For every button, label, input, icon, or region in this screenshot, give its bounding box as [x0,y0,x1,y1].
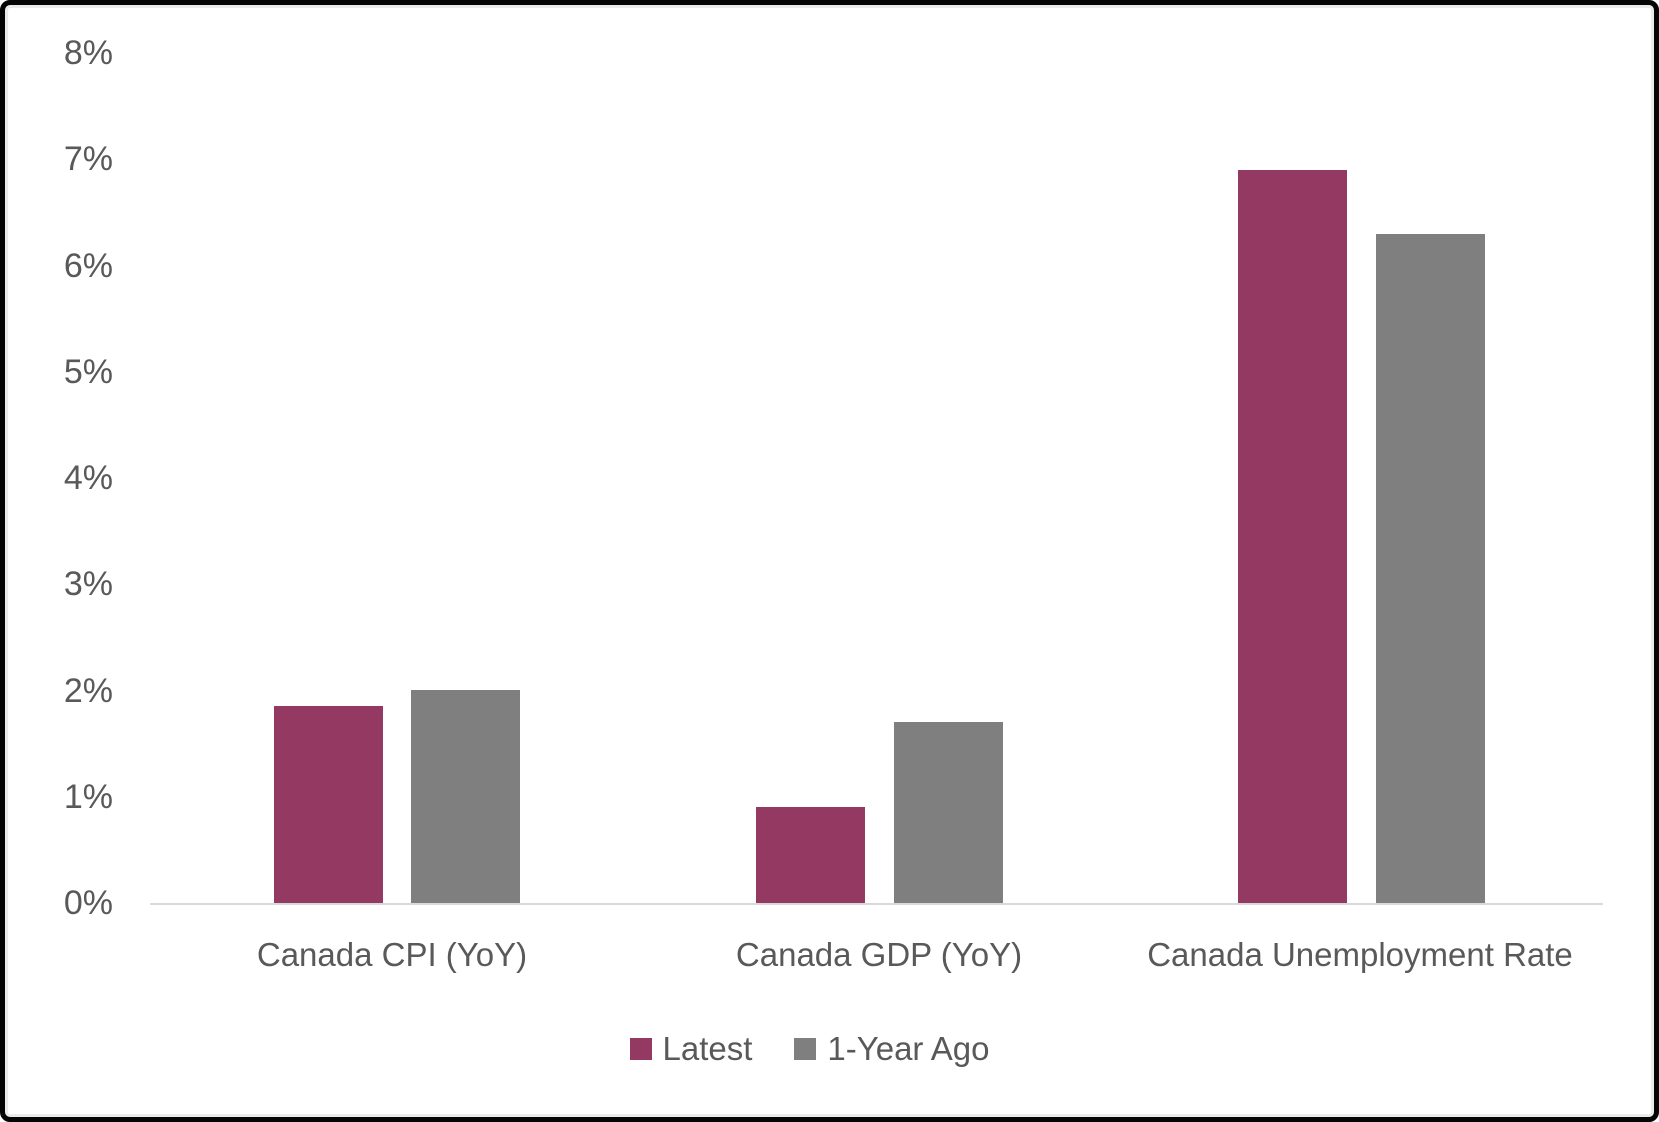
legend: Latest 1-Year Ago [5,1029,1614,1069]
bar-latest-unemployment [1238,170,1347,903]
legend-item-latest: Latest [629,1029,753,1069]
category-label-cpi: Canada CPI (YoY) [256,936,528,973]
bar-latest-gdp [756,807,865,903]
y-tick-2: 2% [63,672,113,710]
latest-series-swatch-icon [629,1038,652,1060]
bar-1-year-ago-unemployment [1376,234,1485,903]
y-tick-8: 8% [63,34,113,72]
category-label-unemployment: Canada Unemployment Rate [1147,936,1573,973]
y-tick-6: 6% [63,247,113,285]
y-tick-4: 4% [63,459,113,497]
y-tick-1: 1% [63,778,113,816]
y-tick-0: 0% [63,884,113,922]
one-year-ago-series-swatch-icon [794,1038,817,1060]
bar-1-year-ago-gdp [894,722,1003,903]
plot-area [150,5,1603,905]
legend-label-1-year-ago: 1-Year Ago [827,1030,990,1067]
legend-item-1-year-ago: 1-Year Ago [794,1029,990,1069]
y-tick-5: 5% [63,353,113,391]
y-tick-7: 7% [63,140,113,178]
bar-1-year-ago-cpi [411,690,520,903]
category-label-gdp: Canada GDP (YoY) [735,936,1023,973]
legend-label-latest: Latest [662,1030,753,1067]
bar-latest-cpi [274,706,383,903]
y-tick-3: 3% [63,565,113,603]
